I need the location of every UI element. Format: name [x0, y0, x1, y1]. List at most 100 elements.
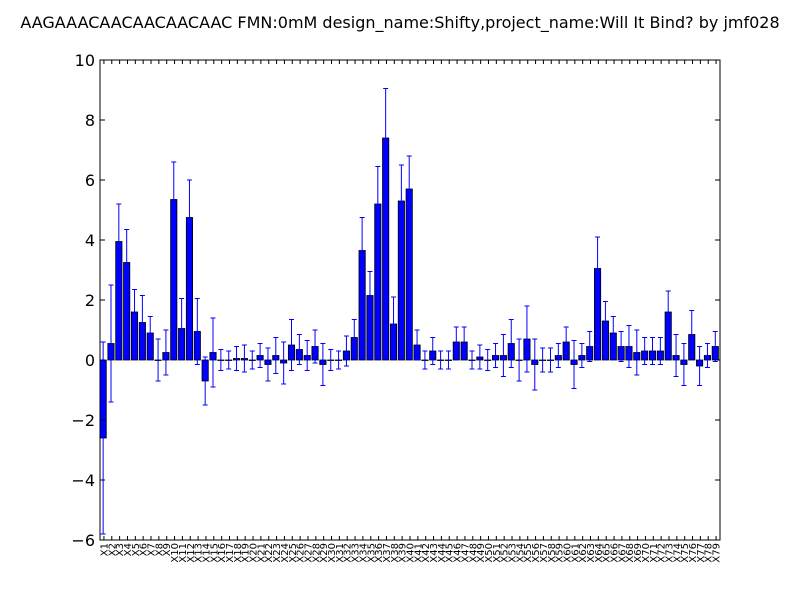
error-bar-x35 [367, 271, 373, 320]
error-bar-x55 [524, 305, 530, 373]
error-bar-x63 [587, 331, 593, 362]
error-bar-x42 [422, 350, 428, 370]
y-tick-label: 0 [85, 351, 95, 370]
error-bar-x16 [218, 349, 224, 371]
x-tick-label: X27 [303, 543, 314, 563]
x-tick-label: X67 [617, 543, 628, 563]
error-bar-x46 [453, 326, 459, 358]
error-bar-x14 [202, 356, 208, 406]
x-tick-label: X16 [217, 543, 228, 563]
error-bar-x6 [139, 295, 145, 350]
x-tick-label: X65 [602, 543, 613, 563]
error-bar-x59 [555, 343, 561, 368]
error-bar-x64 [595, 236, 601, 301]
x-tick-label: X9 [162, 543, 173, 556]
error-bar-x77 [697, 346, 703, 386]
x-tick-label: X3 [115, 543, 126, 556]
error-bar-x50 [485, 349, 491, 371]
x-tick-label: X59 [555, 543, 566, 563]
error-bar-x72 [657, 337, 663, 365]
x-tick-label: X79 [712, 543, 723, 563]
x-tick-label: X21 [256, 543, 267, 563]
error-bar-x52 [500, 334, 506, 377]
x-tick-label: X71 [649, 543, 660, 563]
error-bar-x61 [571, 340, 577, 389]
x-tick-label: X8 [154, 543, 165, 556]
x-tick-label: X51 [492, 543, 503, 563]
x-tick-label: X34 [358, 543, 369, 563]
error-bar-x58 [547, 347, 553, 373]
x-tick-label: X77 [696, 543, 707, 563]
x-tick-label: X6 [139, 543, 150, 556]
error-bar-x79 [712, 331, 718, 362]
x-tick-label: X19 [241, 543, 252, 563]
x-tick-label: X36 [374, 543, 385, 563]
error-bar-x67 [618, 331, 624, 362]
x-tick-label: X56 [531, 543, 542, 563]
x-tick-label: X5 [131, 543, 142, 556]
error-bar-x17 [226, 350, 232, 370]
error-bar-x10 [171, 161, 177, 238]
x-tick-label: X48 [468, 543, 479, 563]
x-tick-label: X74 [672, 543, 683, 563]
y-tick-label: −2 [71, 411, 95, 430]
error-bar-x18 [234, 346, 240, 371]
error-bar-x22 [265, 347, 271, 382]
x-tick-label: X4 [123, 543, 134, 556]
x-tick-label: X47 [460, 543, 471, 563]
error-bar-x73 [665, 290, 671, 334]
error-bar-x20 [249, 350, 255, 370]
x-tick-label: X14 [201, 543, 212, 563]
x-tick-label: X23 [272, 543, 283, 563]
error-bar-x19 [241, 344, 247, 373]
error-bar-x37 [383, 88, 389, 188]
error-bar-x1 [100, 341, 106, 535]
x-tick-label: X61 [570, 543, 581, 563]
y-tick-label: 6 [85, 171, 95, 190]
x-tick-label: X13 [194, 543, 205, 563]
error-bar-x60 [563, 326, 569, 358]
x-tick-label: X20 [249, 543, 260, 563]
x-tick-label: X44 [437, 543, 448, 563]
error-bar-x33 [351, 319, 357, 356]
x-tick-label: X46 [453, 543, 464, 563]
x-tick-label: X15 [209, 543, 220, 563]
error-bar-x4 [124, 229, 130, 296]
error-bar-x74 [673, 334, 679, 377]
error-bar-x54 [516, 338, 522, 382]
x-tick-label: X41 [413, 543, 424, 563]
error-bar-x23 [273, 337, 279, 374]
error-bar-x51 [493, 343, 499, 368]
error-bar-x38 [391, 296, 397, 352]
error-bar-x53 [508, 319, 514, 368]
x-tick-label: X29 [319, 543, 330, 563]
x-tick-label: X42 [421, 543, 432, 563]
error-bar-x31 [336, 350, 342, 370]
y-tick-label: 10 [75, 51, 95, 70]
x-tick-label: X53 [508, 543, 519, 563]
error-bar-x8 [155, 338, 161, 382]
error-bar-x7 [147, 316, 153, 350]
error-bar-x71 [650, 337, 656, 365]
error-bar-x70 [642, 337, 648, 365]
x-tick-label: X64 [594, 543, 605, 563]
x-tick-label: X60 [562, 543, 573, 563]
error-bar-x56 [532, 338, 538, 391]
error-bar-x27 [304, 340, 310, 371]
error-bar-x9 [163, 329, 169, 376]
x-tick-label: X17 [225, 543, 236, 563]
error-bar-x28 [312, 329, 318, 364]
x-tick-label: X68 [625, 543, 636, 563]
y-tick-label: 4 [85, 231, 95, 250]
error-bar-x76 [689, 310, 695, 359]
error-bar-x41 [414, 329, 420, 361]
error-bar-x21 [257, 343, 263, 368]
y-tick-label: −6 [71, 531, 95, 550]
error-bar-x39 [398, 164, 404, 238]
error-bar-x40 [406, 155, 412, 223]
error-bar-x29 [320, 343, 326, 386]
x-tick-label: X72 [657, 543, 668, 563]
x-tick-label: X2 [107, 543, 118, 556]
error-bar-x24 [281, 341, 287, 385]
